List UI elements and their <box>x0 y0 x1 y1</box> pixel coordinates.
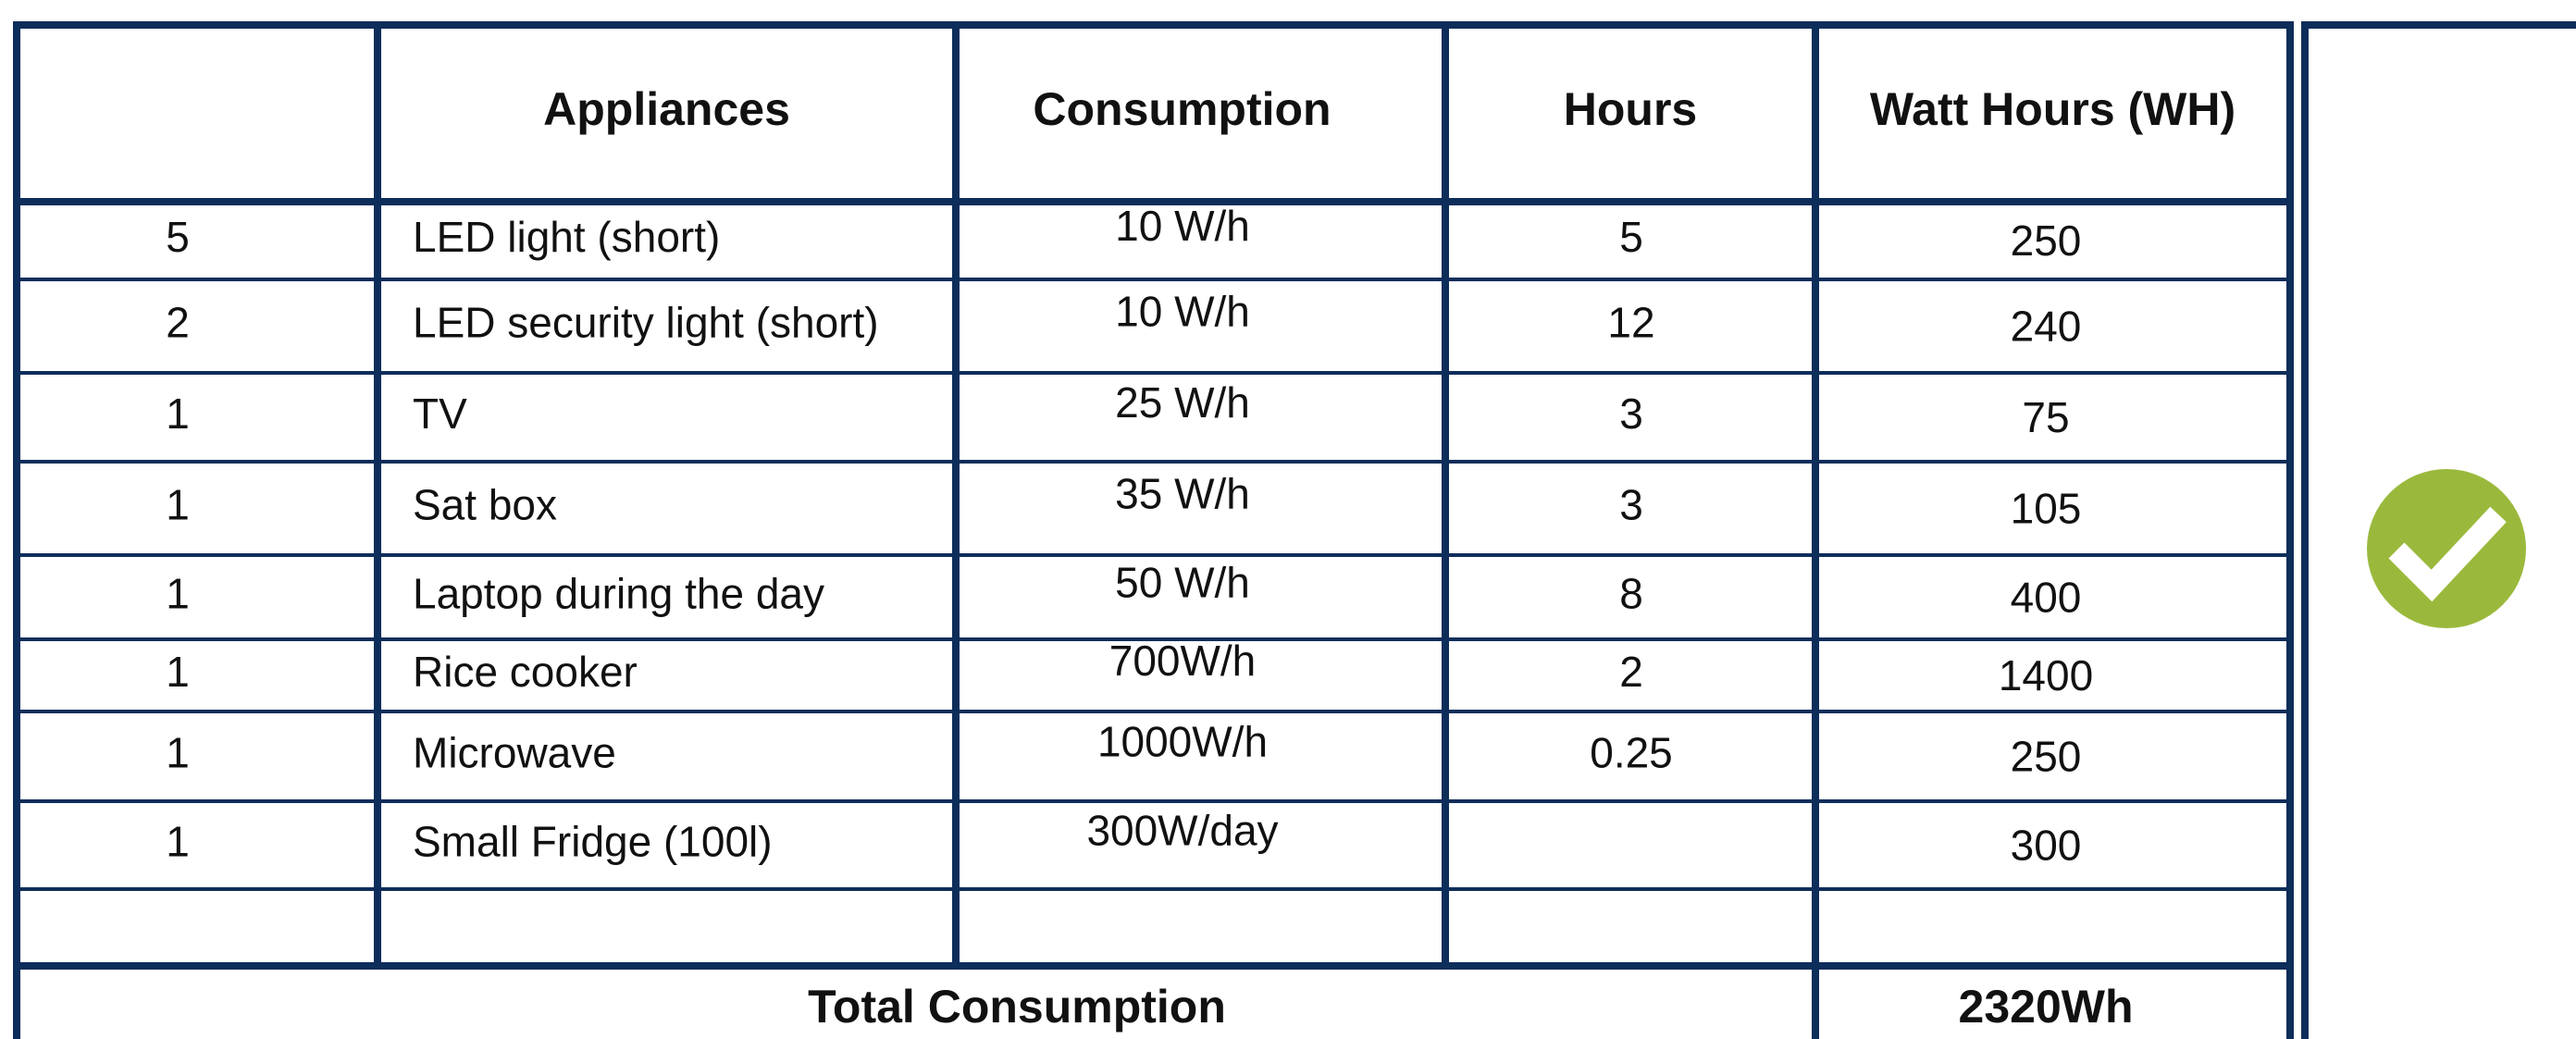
check-icon <box>2367 469 2526 628</box>
column-header: Watt Hours (WH) <box>1870 83 2235 135</box>
table-cell: Small Fridge (100l) <box>413 818 773 866</box>
table-cell: 2 <box>1619 648 1643 696</box>
table-cell: 10 W/h <box>1115 288 1250 336</box>
table-cell: 300W/day <box>1086 807 1278 855</box>
column-header: Appliances <box>543 83 790 135</box>
table-cell: 1 <box>166 648 190 696</box>
table-cell: Sat box <box>413 481 557 529</box>
table-cell: 3 <box>1619 481 1643 529</box>
column-header: Hours <box>1564 83 1697 135</box>
total-value: 2320Wh <box>1959 981 2134 1033</box>
table-cell: 75 <box>2022 393 2069 441</box>
table-cell: 35 W/h <box>1115 470 1250 518</box>
table-cell: 10 W/h <box>1115 202 1250 250</box>
table-cell: LED security light (short) <box>413 299 879 347</box>
table-cell: 2 <box>166 299 190 347</box>
table-cell: 240 <box>2011 303 2082 351</box>
table-cell: 250 <box>2011 216 2082 265</box>
table-cell: Rice cooker <box>413 648 638 696</box>
table-cell: 1 <box>166 729 190 777</box>
table-cell: TV <box>413 390 467 438</box>
table-cell: 25 W/h <box>1115 378 1250 427</box>
table-border <box>13 21 2294 1039</box>
table-cell: 1 <box>166 390 190 438</box>
table-cell: 1 <box>166 570 190 618</box>
check-mark <box>2388 506 2507 602</box>
table-cell: 12 <box>1607 299 1654 347</box>
table-cell: 400 <box>2011 574 2082 622</box>
table-cell: Laptop during the day <box>413 570 824 618</box>
table-cell: 250 <box>2011 733 2082 781</box>
table-cell: LED light (short) <box>413 213 720 261</box>
table-cell: 50 W/h <box>1115 559 1250 607</box>
table-cell: 0.25 <box>1590 729 1673 777</box>
table-cell: 300 <box>2011 822 2082 870</box>
total-label: Total Consumption <box>808 981 1226 1033</box>
side-panel-border <box>2301 21 2576 1039</box>
table-cell: 5 <box>166 213 190 261</box>
table-cell: 105 <box>2011 485 2082 533</box>
column-header: Consumption <box>1033 83 1331 135</box>
table-cell: Microwave <box>413 729 616 777</box>
table-cell: 3 <box>1619 390 1643 438</box>
table-cell: 1000W/h <box>1097 718 1268 766</box>
table-cell: 5 <box>1619 213 1643 261</box>
table-cell: 700W/h <box>1109 637 1257 685</box>
table-cell: 1400 <box>1999 651 2093 699</box>
table-cell: 1 <box>166 481 190 529</box>
table-cell: 1 <box>166 818 190 866</box>
table-cell: 8 <box>1619 570 1643 618</box>
